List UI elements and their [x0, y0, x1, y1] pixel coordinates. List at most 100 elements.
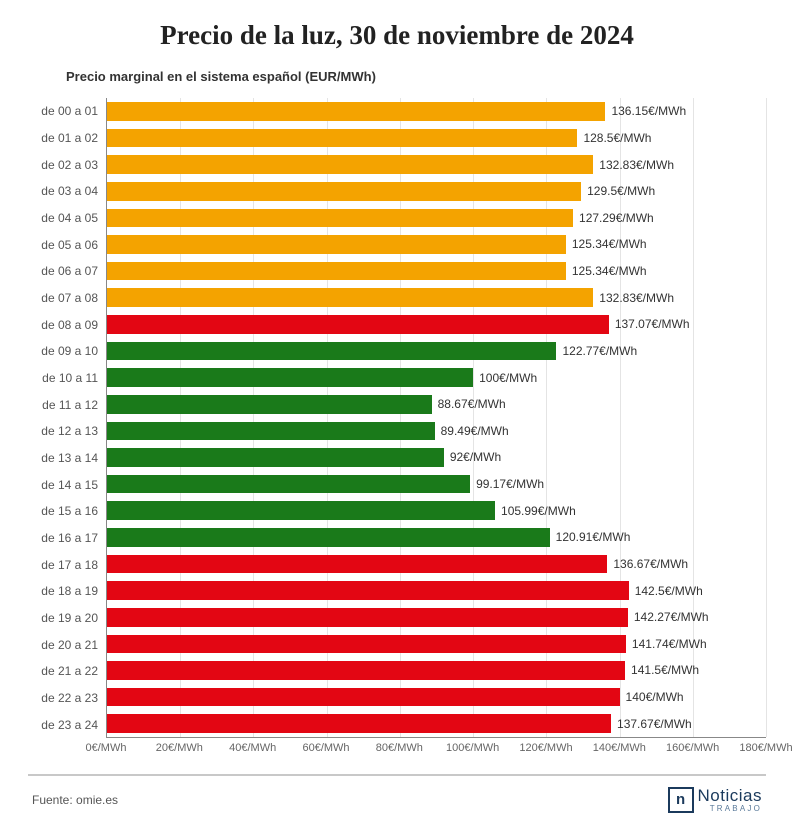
y-axis-label: de 22 a 23 — [28, 685, 106, 712]
bar-value-label: 128.5€/MWh — [583, 131, 651, 145]
y-axis-label: de 17 a 18 — [28, 551, 106, 578]
price-bar: 136.15€/MWh — [107, 102, 605, 121]
electricity-price-chart: Precio de la luz, 30 de noviembre de 202… — [0, 0, 794, 817]
bar-value-label: 140€/MWh — [626, 690, 684, 704]
chart-footer: Fuente: omie.es n Noticias TRABAJO — [28, 774, 766, 813]
y-axis-label: de 21 a 22 — [28, 658, 106, 685]
price-bar: 141.74€/MWh — [107, 635, 626, 654]
y-axis-label: de 04 a 05 — [28, 205, 106, 232]
bar-value-label: 89.49€/MWh — [441, 424, 509, 438]
x-tick-label: 120€/MWh — [519, 742, 572, 754]
y-axis-label: de 14 a 15 — [28, 471, 106, 498]
y-axis-label: de 03 a 04 — [28, 178, 106, 205]
y-axis-label: de 05 a 06 — [28, 231, 106, 258]
bar-row: 92€/MWh — [107, 444, 766, 471]
bar-row: 140€/MWh — [107, 684, 766, 711]
bar-value-label: 125.34€/MWh — [572, 264, 647, 278]
price-bar: 125.34€/MWh — [107, 235, 566, 254]
price-bar: 120.91€/MWh — [107, 528, 550, 547]
bar-row: 141.5€/MWh — [107, 657, 766, 684]
price-bar: 100€/MWh — [107, 368, 473, 387]
y-axis-label: de 08 a 09 — [28, 311, 106, 338]
x-tick-label: 0€/MWh — [86, 742, 127, 754]
y-axis-label: de 15 a 16 — [28, 498, 106, 525]
price-bar: 125.34€/MWh — [107, 262, 566, 281]
bar-value-label: 136.67€/MWh — [613, 557, 688, 571]
bar-value-label: 142.5€/MWh — [635, 584, 703, 598]
bar-row: 105.99€/MWh — [107, 497, 766, 524]
price-bar: 142.5€/MWh — [107, 581, 629, 600]
bar-value-label: 132.83€/MWh — [599, 291, 674, 305]
bar-value-label: 136.15€/MWh — [611, 104, 686, 118]
price-bar: 137.07€/MWh — [107, 315, 609, 334]
bar-value-label: 141.74€/MWh — [632, 637, 707, 651]
bar-row: 142.5€/MWh — [107, 577, 766, 604]
x-tick-label: 60€/MWh — [302, 742, 349, 754]
chart-title: Precio de la luz, 30 de noviembre de 202… — [28, 20, 766, 51]
plot-area: de 00 a 01de 01 a 02de 02 a 03de 03 a 04… — [28, 98, 766, 738]
bar-row: 122.77€/MWh — [107, 338, 766, 365]
logo-glyph-box: n — [668, 787, 694, 813]
bar-value-label: 137.07€/MWh — [615, 317, 690, 331]
bar-value-label: 92€/MWh — [450, 450, 501, 464]
price-bar: 122.77€/MWh — [107, 342, 556, 361]
y-axis-label: de 06 a 07 — [28, 258, 106, 285]
bar-value-label: 142.27€/MWh — [634, 610, 709, 624]
bar-value-label: 100€/MWh — [479, 371, 537, 385]
brand-logo: n Noticias TRABAJO — [668, 786, 762, 813]
bar-value-label: 137.67€/MWh — [617, 717, 692, 731]
x-tick-label: 80€/MWh — [376, 742, 423, 754]
price-bar: 129.5€/MWh — [107, 182, 581, 201]
bars-container: 136.15€/MWh 128.5€/MWh 132.83€/MWh 129.5€/M… — [107, 98, 766, 737]
y-axis-label: de 20 a 21 — [28, 631, 106, 658]
bar-row: 137.07€/MWh — [107, 311, 766, 338]
y-axis-label: de 19 a 20 — [28, 605, 106, 632]
bar-row: 100€/MWh — [107, 364, 766, 391]
gridline — [766, 98, 767, 737]
bar-value-label: 132.83€/MWh — [599, 158, 674, 172]
price-bar: 141.5€/MWh — [107, 661, 625, 680]
price-bar: 88.67€/MWh — [107, 395, 432, 414]
price-bar: 132.83€/MWh — [107, 155, 593, 174]
x-tick-label: 40€/MWh — [229, 742, 276, 754]
y-axis-label: de 09 a 10 — [28, 338, 106, 365]
bar-value-label: 122.77€/MWh — [562, 344, 637, 358]
bar-value-label: 99.17€/MWh — [476, 477, 544, 491]
bar-row: 125.34€/MWh — [107, 258, 766, 285]
y-axis-label: de 10 a 11 — [28, 365, 106, 392]
y-axis-labels: de 00 a 01de 01 a 02de 02 a 03de 03 a 04… — [28, 98, 106, 738]
y-axis-label: de 11 a 12 — [28, 391, 106, 418]
bar-row: 129.5€/MWh — [107, 178, 766, 205]
bar-row: 127.29€/MWh — [107, 205, 766, 232]
y-axis-label: de 07 a 08 — [28, 285, 106, 312]
price-bar: 142.27€/MWh — [107, 608, 628, 627]
x-tick-label: 180€/MWh — [739, 742, 792, 754]
bar-row: 137.67€/MWh — [107, 710, 766, 737]
bar-row: 88.67€/MWh — [107, 391, 766, 418]
bar-row: 136.15€/MWh — [107, 98, 766, 125]
bar-value-label: 141.5€/MWh — [631, 663, 699, 677]
x-tick-label: 140€/MWh — [593, 742, 646, 754]
source-label: Fuente: omie.es — [32, 793, 118, 807]
bar-row: 99.17€/MWh — [107, 471, 766, 498]
bar-row: 128.5€/MWh — [107, 125, 766, 152]
price-bar: 92€/MWh — [107, 448, 444, 467]
bars-area: 136.15€/MWh 128.5€/MWh 132.83€/MWh 129.5€/M… — [106, 98, 766, 738]
bar-value-label: 88.67€/MWh — [438, 397, 506, 411]
price-bar: 132.83€/MWh — [107, 288, 593, 307]
price-bar: 140€/MWh — [107, 688, 620, 707]
price-bar: 89.49€/MWh — [107, 422, 435, 441]
bar-value-label: 120.91€/MWh — [556, 530, 631, 544]
x-tick-label: 20€/MWh — [156, 742, 203, 754]
bar-row: 132.83€/MWh — [107, 284, 766, 311]
chart-subtitle: Precio marginal en el sistema español (E… — [66, 69, 766, 84]
x-axis: 0€/MWh20€/MWh40€/MWh60€/MWh80€/MWh100€/M… — [106, 738, 766, 764]
x-tick-label: 160€/MWh — [666, 742, 719, 754]
bar-row: 125.34€/MWh — [107, 231, 766, 258]
x-tick-label: 100€/MWh — [446, 742, 499, 754]
y-axis-label: de 18 a 19 — [28, 578, 106, 605]
logo-text: Noticias TRABAJO — [698, 786, 762, 813]
y-axis-label: de 00 a 01 — [28, 98, 106, 125]
bar-row: 132.83€/MWh — [107, 151, 766, 178]
price-bar: 128.5€/MWh — [107, 129, 577, 148]
